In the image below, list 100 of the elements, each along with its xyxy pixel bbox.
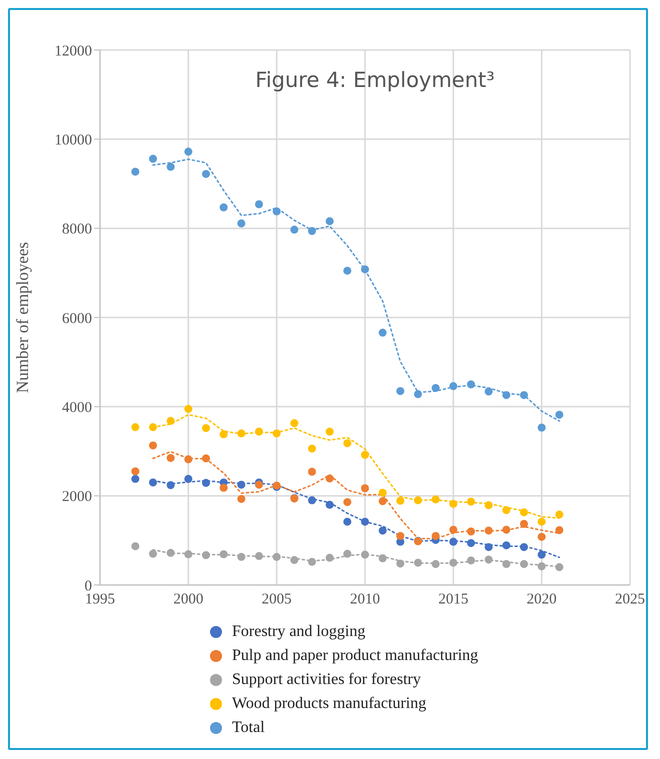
point: [166, 454, 175, 462]
x-tick-label: 2000: [173, 592, 204, 608]
text: Figure 4: Employment³: [254, 68, 496, 92]
y-tick-label: 10000: [54, 132, 92, 148]
point: [396, 496, 404, 505]
point: [237, 429, 246, 438]
x-tick-label: 2010: [350, 592, 380, 608]
point: [538, 424, 546, 432]
point: [414, 558, 422, 567]
x-tick-label: 1995: [85, 592, 115, 608]
point: [467, 528, 475, 536]
point: [378, 526, 387, 535]
point: [484, 526, 493, 535]
point: [361, 484, 369, 492]
y-tick-label: 2000: [62, 489, 92, 506]
point: [131, 474, 140, 483]
point: [502, 560, 510, 568]
point: [308, 468, 316, 476]
point: [520, 560, 528, 568]
y-tick-label: 0: [84, 578, 92, 594]
legend-label: Forestry and logging: [232, 623, 366, 641]
point: [484, 501, 493, 510]
point: [220, 203, 228, 212]
point: [290, 419, 298, 428]
point: [502, 526, 510, 534]
point: [396, 532, 404, 540]
point: [202, 551, 210, 560]
point: [449, 382, 458, 390]
point: [255, 428, 263, 436]
x-tick-label: 2005: [262, 592, 292, 608]
point: [378, 328, 387, 337]
point: [149, 478, 157, 486]
point: [131, 542, 140, 550]
y-tick-label: 4000: [62, 400, 92, 416]
y-tick-label: 12000: [54, 43, 92, 60]
point: [520, 391, 528, 400]
point: [149, 423, 157, 432]
point: [432, 495, 440, 504]
point: [467, 498, 475, 506]
point: [166, 162, 175, 171]
point: [555, 526, 564, 534]
point: [432, 560, 440, 568]
point: [449, 558, 458, 567]
point: [290, 556, 298, 564]
point: [343, 550, 352, 558]
point: [220, 484, 228, 492]
point: [272, 207, 281, 216]
point: [467, 556, 475, 564]
point: [378, 554, 387, 562]
point: [272, 552, 281, 561]
point: [520, 520, 528, 528]
point: [484, 556, 493, 564]
point: [237, 480, 246, 489]
point: [502, 506, 510, 514]
point: [149, 154, 157, 163]
point: [202, 170, 210, 178]
point: [555, 510, 564, 519]
point: [131, 168, 140, 176]
point: [220, 550, 228, 558]
legend-label: Total: [232, 719, 265, 737]
point: [538, 550, 546, 559]
point: [237, 494, 246, 503]
point: [361, 450, 369, 459]
point: [326, 554, 334, 562]
point: [343, 498, 352, 506]
point: [538, 562, 546, 570]
point: [220, 430, 228, 438]
point: [538, 518, 546, 526]
point: [308, 558, 316, 566]
point: [396, 560, 404, 568]
y-tick-label: 8000: [62, 222, 92, 238]
point: [361, 518, 369, 526]
point: [449, 500, 458, 508]
y-axis-title: Number of employees: [13, 242, 32, 394]
point: [361, 550, 369, 559]
point: [449, 526, 458, 534]
legend-label: Pulp and paper product manufacturing: [232, 647, 478, 665]
point: [502, 541, 510, 550]
point: [538, 532, 546, 541]
point: [184, 550, 192, 558]
point: [237, 219, 246, 228]
point: [520, 508, 528, 516]
point: [326, 500, 334, 509]
x-tick-label: 2025: [615, 592, 645, 608]
point: [343, 518, 352, 526]
point: [396, 387, 404, 396]
point: [361, 265, 369, 274]
point: [166, 548, 175, 557]
point: [308, 444, 316, 453]
point: [237, 552, 246, 561]
point: [131, 467, 140, 476]
point: [184, 148, 192, 156]
point: [520, 543, 528, 552]
point: [290, 226, 298, 234]
point: [432, 532, 440, 540]
point: [255, 200, 263, 208]
point: [308, 227, 316, 236]
point: [484, 543, 493, 552]
point: [149, 441, 157, 450]
point: [555, 563, 564, 572]
